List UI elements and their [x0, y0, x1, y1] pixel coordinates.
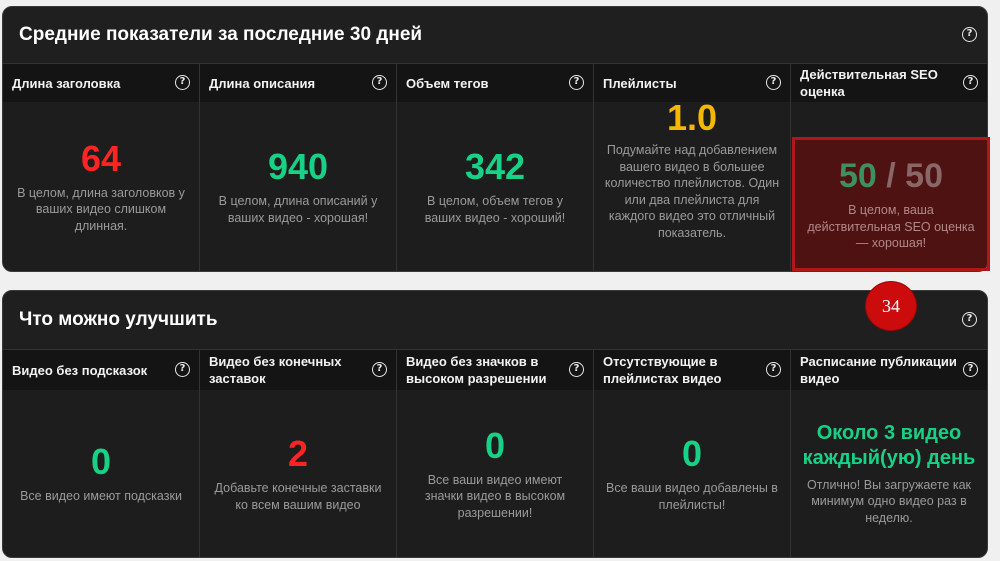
help-icon[interactable]: ? [175, 362, 190, 377]
help-icon[interactable]: ? [372, 75, 387, 90]
card-body: 64 В целом, длина заголовков у ваших вид… [3, 102, 199, 271]
help-icon[interactable]: ? [372, 362, 387, 377]
schedule-value: Около 3 видео каждый(ую) день [802, 421, 976, 469]
card-header: Видео без значков в высоком разрешении ? [397, 350, 593, 390]
card-label: Видео без конечных заставок [209, 354, 342, 386]
card-label: Длина заголовка [12, 75, 121, 91]
metric-description: Все ваши видео добавлены в плейлисты! [606, 481, 778, 512]
card-label: Объем тегов [406, 75, 489, 91]
card-header: Плейлисты ? [594, 64, 790, 102]
card-playlists: Плейлисты ? 1.0 Подумайте над добавление… [594, 64, 791, 271]
card-label: Действительная SEO оценка [800, 67, 938, 99]
metric-description: В целом, объем тегов у ваших видео - хор… [424, 194, 566, 225]
card-videos-without-end-screens: Видео без конечных заставок ? 2 Добавьте… [200, 350, 397, 557]
card-header: Видео без конечных заставок ? [200, 350, 396, 390]
card-videos-missing-playlists: Отсутствующие в плейлистах видео ? 0 Все… [594, 350, 791, 557]
card-label: Отсутствующие в плейлистах видео [603, 354, 722, 386]
metric-value: 1.0 [666, 97, 718, 138]
metric-value: 940 [267, 146, 329, 187]
metric-value: 0 [681, 433, 703, 474]
card-publishing-schedule: Расписание публикации видео ? Около 3 ви… [791, 350, 987, 557]
card-body: 2 Добавьте конечные заставки ко всем ваш… [200, 390, 396, 557]
help-icon[interactable]: ? [766, 362, 781, 377]
seo-score-description: В целом, ваша действительная SEO оценка … [807, 203, 975, 251]
metric-description: Все ваши видео имеют значки видео в высо… [424, 472, 566, 520]
help-icon[interactable]: ? [963, 75, 978, 90]
card-description-length: Длина описания ? 940 В целом, длина опис… [200, 64, 397, 271]
card-header: Действительная SEO оценка ? [791, 64, 987, 102]
card-body: 0 Все ваши видео добавлены в плейлисты! [594, 390, 790, 557]
improvements-header: Что можно улучшить ? [3, 291, 987, 349]
card-label: Длина описания [209, 75, 316, 91]
card-body: 342 В целом, объем тегов у ваших видео -… [397, 102, 593, 271]
averages-panel: Средние показатели за последние 30 дней … [2, 6, 988, 272]
improvements-title: Что можно улучшить [19, 309, 218, 330]
card-label: Расписание публикации видео [800, 354, 957, 386]
averages-cards: Длина заголовка ? 64 В целом, длина заго… [3, 63, 987, 271]
step-number-badge: 34 [866, 282, 916, 330]
seo-score-highlight: 50 / 50 В целом, ваша действительная SEO… [792, 137, 990, 271]
seo-score-current: 50 [839, 157, 877, 196]
card-header: Объем тегов ? [397, 64, 593, 102]
card-body: 1.0 Подумайте над добавлением вашего вид… [594, 98, 790, 271]
metric-description: Подумайте над добавлением вашего видео в… [604, 143, 780, 240]
metric-description: В целом, длина заголовков у ваших видео … [17, 185, 185, 233]
help-icon[interactable]: ? [175, 75, 190, 90]
metric-value: 2 [287, 433, 309, 474]
help-icon[interactable]: ? [569, 362, 584, 377]
metric-value: 0 [484, 424, 506, 466]
card-body: 0 Все видео имеют подсказки [3, 390, 199, 557]
card-label: Плейлисты [603, 75, 677, 91]
metric-description: Добавьте конечные заставки ко всем вашим… [214, 481, 382, 512]
metric-value: 342 [464, 146, 526, 187]
averages-title: Средние показатели за последние 30 дней [19, 24, 423, 45]
seo-score-max: / 50 [886, 157, 943, 196]
card-tags-volume: Объем тегов ? 342 В целом, объем тегов у… [397, 64, 594, 271]
metric-description: Все видео имеют подсказки [20, 489, 182, 504]
seo-score-value: 50 / 50 [839, 156, 943, 196]
metric-description: В целом, длина описаний у ваших видео - … [218, 194, 378, 225]
averages-header: Средние показатели за последние 30 дней … [3, 7, 987, 63]
improvements-cards: Видео без подсказок ? 0 Все видео имеют … [3, 349, 987, 557]
help-icon[interactable]: ? [766, 75, 781, 90]
card-header: Длина заголовка ? [3, 64, 199, 102]
card-body: 940 В целом, длина описаний у ваших виде… [200, 102, 396, 271]
card-header: Видео без подсказок ? [3, 350, 199, 390]
help-icon[interactable]: ? [569, 75, 584, 90]
card-title-length: Длина заголовка ? 64 В целом, длина заго… [3, 64, 200, 271]
card-body: Около 3 видео каждый(ую) день Отлично! В… [791, 390, 987, 557]
metric-value: 0 [90, 441, 112, 483]
help-icon[interactable]: ? [963, 362, 978, 377]
card-header: Отсутствующие в плейлистах видео ? [594, 350, 790, 390]
card-body: 0 Все ваши видео имеют значки видео в вы… [397, 390, 593, 557]
card-label: Видео без значков в высоком разрешении [406, 354, 547, 386]
metric-value: 64 [80, 137, 122, 179]
improvements-panel: Что можно улучшить ? Видео без подсказок… [2, 290, 988, 558]
card-label: Видео без подсказок [12, 362, 148, 378]
help-icon[interactable]: ? [962, 312, 977, 327]
metric-description: Отлично! Вы загружаете как минимум одно … [806, 477, 972, 525]
card-videos-without-hd-thumbnails: Видео без значков в высоком разрешении ?… [397, 350, 594, 557]
card-header: Расписание публикации видео ? [791, 350, 987, 390]
help-icon[interactable]: ? [962, 27, 977, 42]
card-header: Длина описания ? [200, 64, 396, 102]
card-videos-without-cards: Видео без подсказок ? 0 Все видео имеют … [3, 350, 200, 557]
